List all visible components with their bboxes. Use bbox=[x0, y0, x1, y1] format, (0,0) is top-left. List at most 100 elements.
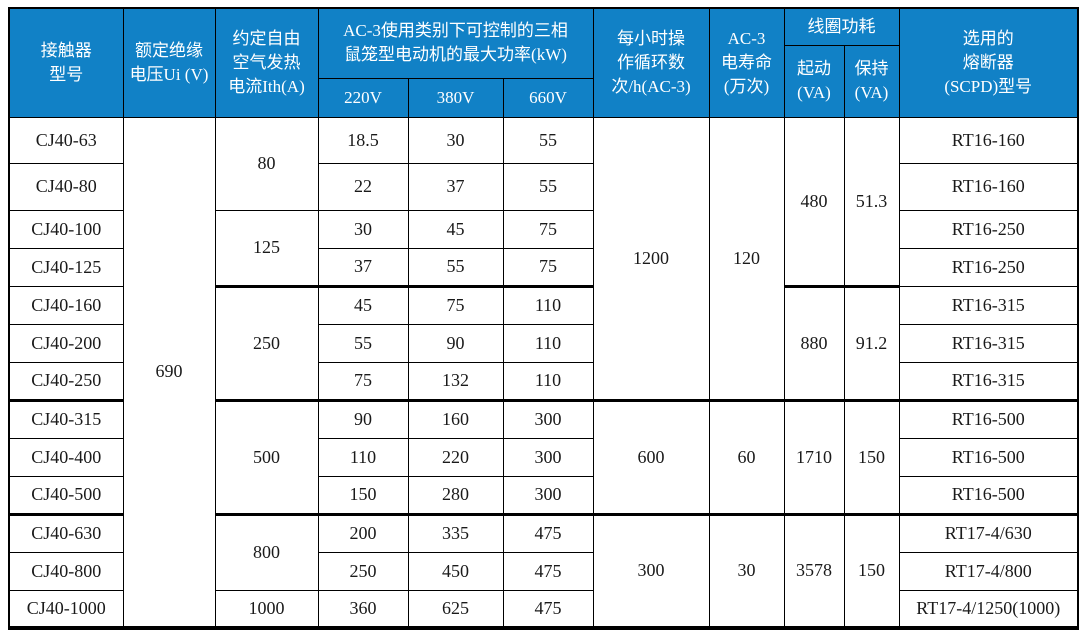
cell-fuse: RT16-315 bbox=[898, 285, 1079, 325]
table-row: CJ40-200 55 90 110 RT16-315 bbox=[8, 323, 1079, 363]
cell-power-220: 18.5 bbox=[317, 116, 409, 164]
cell-model: CJ40-1000 bbox=[8, 589, 124, 629]
cell-model: CJ40-63 bbox=[8, 116, 124, 164]
col-header-ith: 约定自由 空气发热 电流Ith(A) bbox=[214, 7, 319, 118]
col-header-model: 接触器 型号 bbox=[8, 7, 124, 118]
cell-power-380: 160 bbox=[407, 398, 504, 439]
cell-power-660: 75 bbox=[502, 209, 594, 249]
cell-power-380: 220 bbox=[407, 437, 504, 477]
cell-power-660: 110 bbox=[502, 361, 594, 401]
table-row: CJ40-63 690 80 18.5 30 55 1200 120 480 5… bbox=[8, 116, 1079, 629]
cell-model: CJ40-100 bbox=[8, 209, 124, 249]
cell-start-va: 880 bbox=[783, 284, 845, 401]
cell-start-va: 1710 bbox=[783, 398, 845, 515]
cell-fuse: RT16-500 bbox=[898, 437, 1079, 477]
cell-power-220: 45 bbox=[317, 284, 409, 325]
cell-ith: 800 bbox=[214, 512, 319, 591]
cell-hold-va: 150 bbox=[843, 398, 900, 515]
contactor-spec-table: 接触器 型号 额定绝缘 电压Ui (V) 约定自由 空气发热 电流Ith(A) … bbox=[8, 7, 1079, 630]
cell-life: 120 bbox=[708, 116, 785, 401]
cell-power-380: 45 bbox=[407, 209, 504, 249]
cell-power-660: 110 bbox=[502, 323, 594, 363]
cell-power-660: 475 bbox=[502, 551, 594, 591]
cell-hold-va: 91.2 bbox=[843, 284, 900, 401]
cell-power-220: 360 bbox=[317, 589, 409, 629]
cell-power-660: 75 bbox=[502, 247, 594, 287]
cell-fuse: RT17-4/630 bbox=[898, 512, 1079, 553]
cell-power-660: 300 bbox=[502, 437, 594, 477]
cell-power-380: 30 bbox=[407, 116, 504, 164]
cell-fuse: RT16-315 bbox=[898, 323, 1079, 363]
cell-power-380: 450 bbox=[407, 551, 504, 591]
cell-model: CJ40-400 bbox=[8, 437, 124, 477]
table-body: CJ40-63 690 80 18.5 30 55 1200 120 480 5… bbox=[8, 116, 1079, 629]
col-header-coil-start: 起动 (VA) bbox=[783, 44, 845, 118]
cell-model: CJ40-125 bbox=[8, 247, 124, 287]
col-header-coil-group: 线圈功耗 bbox=[783, 7, 900, 46]
header-row-power-sub: 220V 380V 660V bbox=[9, 77, 1078, 118]
cell-ith: 125 bbox=[214, 209, 319, 287]
table-row: CJ40-160 250 45 75 110 880 91.2 RT16-315 bbox=[8, 284, 1079, 401]
cell-fuse: RT16-160 bbox=[898, 116, 1079, 164]
cell-fuse: RT16-500 bbox=[898, 398, 1079, 439]
cell-power-220: 37 bbox=[317, 247, 409, 287]
cell-power-380: 37 bbox=[407, 162, 504, 211]
cell-power-380: 280 bbox=[407, 475, 504, 515]
cell-power-660: 300 bbox=[502, 398, 594, 439]
col-header-coil-hold: 保持 (VA) bbox=[843, 44, 900, 118]
table-row: CJ40-250 75 132 110 RT16-315 bbox=[8, 361, 1079, 401]
table-row: CJ40-125 37 55 75 RT16-250 bbox=[8, 247, 1079, 287]
cell-cycles: 300 bbox=[592, 512, 710, 629]
table-row: CJ40-630 800 200 335 475 300 30 3578 150… bbox=[8, 512, 1079, 629]
cell-fuse: RT16-250 bbox=[898, 209, 1079, 249]
header-row-main: 接触器 型号 额定绝缘 电压Ui (V) 约定自由 空气发热 电流Ith(A) … bbox=[8, 7, 1079, 118]
cell-fuse: RT16-315 bbox=[898, 361, 1079, 401]
col-header-rated-voltage: 额定绝缘 电压Ui (V) bbox=[122, 7, 216, 118]
cell-start-va: 3578 bbox=[783, 512, 845, 629]
cell-ith: 80 bbox=[214, 116, 319, 211]
cell-hold-va: 150 bbox=[843, 512, 900, 629]
table-header: 接触器 型号 额定绝缘 电压Ui (V) 约定自由 空气发热 电流Ith(A) … bbox=[8, 7, 1079, 118]
header-row-coil-sub: 起动 (VA) 保持 (VA) bbox=[9, 44, 1078, 118]
col-header-220v: 220V bbox=[317, 77, 409, 118]
col-header-life: AC-3 电寿命 (万次) bbox=[708, 7, 785, 118]
cell-fuse: RT17-4/800 bbox=[898, 551, 1079, 591]
col-header-660v: 660V bbox=[502, 77, 594, 118]
cell-model: CJ40-630 bbox=[8, 512, 124, 553]
cell-life: 60 bbox=[708, 398, 785, 515]
cell-power-380: 335 bbox=[407, 512, 504, 553]
cell-ith: 250 bbox=[214, 284, 319, 401]
cell-model: CJ40-315 bbox=[8, 398, 124, 439]
cell-power-220: 150 bbox=[317, 475, 409, 515]
cell-power-660: 475 bbox=[502, 589, 594, 629]
cell-power-660: 475 bbox=[502, 512, 594, 553]
cell-model: CJ40-500 bbox=[8, 475, 124, 515]
col-header-cycles: 每小时操 作循环数 次/h(AC-3) bbox=[592, 7, 710, 118]
cell-power-660: 55 bbox=[502, 116, 594, 164]
cell-cycles: 1200 bbox=[592, 116, 710, 401]
cell-fuse: RT16-250 bbox=[898, 247, 1079, 287]
col-header-fuse: 选用的 熔断器 (SCPD)型号 bbox=[898, 7, 1079, 118]
cell-power-220: 200 bbox=[317, 512, 409, 553]
col-header-380v: 380V bbox=[407, 77, 504, 118]
table-row: CJ40-500 150 280 300 RT16-500 bbox=[8, 475, 1079, 515]
cell-start-va: 480 bbox=[783, 116, 845, 287]
cell-power-220: 90 bbox=[317, 398, 409, 439]
cell-life: 30 bbox=[708, 512, 785, 629]
cell-power-220: 110 bbox=[317, 437, 409, 477]
col-header-power-group: AC-3使用类别下可控制的三相 鼠笼型电动机的最大功率(kW) bbox=[317, 7, 594, 79]
cell-power-380: 625 bbox=[407, 589, 504, 629]
cell-power-220: 55 bbox=[317, 323, 409, 363]
cell-power-220: 22 bbox=[317, 162, 409, 211]
cell-fuse: RT16-500 bbox=[898, 475, 1079, 515]
cell-power-380: 55 bbox=[407, 247, 504, 287]
cell-power-220: 30 bbox=[317, 209, 409, 249]
cell-model: CJ40-250 bbox=[8, 361, 124, 401]
table-row: CJ40-80 22 37 55 RT16-160 bbox=[8, 162, 1079, 211]
cell-ith: 500 bbox=[214, 398, 319, 515]
cell-hold-va: 51.3 bbox=[843, 116, 900, 287]
cell-ith: 1000 bbox=[214, 589, 319, 629]
cell-model: CJ40-160 bbox=[8, 285, 124, 325]
cell-power-660: 55 bbox=[502, 162, 594, 211]
cell-power-380: 132 bbox=[407, 361, 504, 401]
